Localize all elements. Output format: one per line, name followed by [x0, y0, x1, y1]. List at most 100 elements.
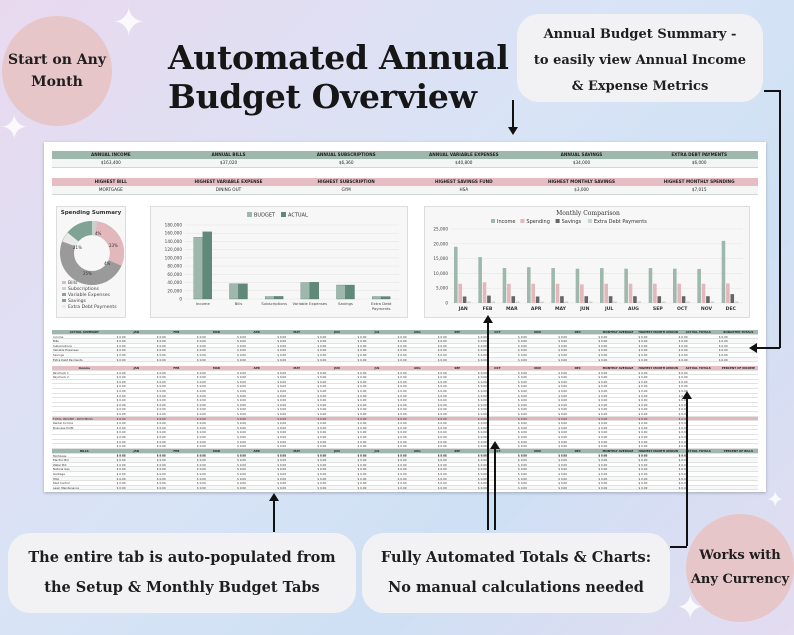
legend-swatch: [555, 219, 560, 223]
bar-savings: [535, 296, 540, 303]
table-cell: $ 0.00: [638, 425, 648, 430]
kpi-header: EXTRA DEBT PAYMENTS: [640, 151, 758, 159]
table-cell: $ 0.00: [558, 467, 568, 471]
arrow-autopop-up: [273, 500, 275, 532]
table-cell: $ 0.00: [357, 398, 367, 402]
table-cell: $ 0.00: [397, 339, 407, 343]
table-cell: [52, 412, 116, 416]
badge-line: Month: [31, 74, 83, 90]
table-row: $ 0.00 $ 0.00 $ 0.00 $ 0.00 $ 0.00 $ 0.00 $ 0.…: [52, 435, 758, 440]
kpi-value: $37,020: [169, 159, 288, 168]
budget-sheet: ANNUAL INCOME ANNUAL BILLS ANNUAL SUBSCRIP…: [44, 142, 766, 492]
table-cell: $ 0.00: [437, 384, 447, 388]
table-cell: ACTUAL TOTALS: [685, 366, 711, 370]
bar-spending: [458, 283, 462, 303]
table-cell: $ 0.00: [357, 407, 367, 411]
table-cell: $ 0.00: [156, 425, 166, 430]
table-cell: $ 0.00: [638, 462, 648, 467]
table-cell: $ 0.00: [277, 421, 287, 425]
legend-swatch: [62, 281, 66, 284]
table-cell: $ 0.00: [718, 339, 728, 343]
table-cell: $ 0.00: [638, 467, 648, 471]
table-cell: $ 0.00: [678, 339, 688, 343]
table-cell: $ 0.00: [237, 462, 246, 467]
kpi-value: $6,360: [287, 159, 405, 168]
table-cell: $ 0.00: [277, 458, 287, 462]
table-cell: Mortgage: [53, 453, 67, 458]
table-cell: $ 0.00: [558, 430, 568, 434]
table-cell: $ 0.00: [638, 388, 648, 393]
table-cell: $ 0.00: [317, 476, 327, 481]
table-cell: $ 0.00: [156, 370, 166, 375]
table-cell: $ 0.00: [196, 471, 206, 476]
table-cell: $ 0.00: [598, 439, 608, 444]
legend-item: Extra Debt Payments: [62, 305, 117, 311]
table-cell: BILLS: [79, 449, 89, 453]
table-cell: [52, 403, 116, 407]
table-cell: $ 0.00: [317, 421, 327, 425]
y-tick-label: 180,000: [165, 223, 183, 228]
table-cell: $ 0.00: [317, 402, 327, 407]
table-cell: $ 0.00: [558, 471, 568, 476]
table-cell: $ 0.00: [598, 453, 608, 457]
table-cell: $ 0.00: [237, 471, 246, 476]
y-tick-label: 0: [179, 297, 182, 302]
x-tick-label: OCT: [677, 306, 688, 312]
table-cell: $ 0.00: [196, 379, 206, 384]
table-cell: $ 0.00: [558, 334, 568, 339]
bar-savings: [706, 296, 710, 303]
table-cell: [52, 389, 116, 393]
bar-actual: [381, 296, 391, 300]
bar-actual: [202, 231, 212, 300]
table-cell: Rental Income: [53, 421, 74, 425]
legend-item: Subscriptions: [62, 287, 117, 293]
table-cell: $ 0.00: [678, 471, 688, 476]
table-cell: $ 0.00: [558, 453, 568, 457]
table-cell: $ 0.00: [357, 411, 367, 416]
table-cell: $ 0.00: [196, 434, 206, 439]
table-cell: $ 0.00: [437, 439, 447, 444]
table-cell: $ 0.00: [598, 357, 608, 362]
table-cell: TOTAL INCOME - PAYCHECKS: [53, 416, 93, 421]
bar-income: [502, 268, 507, 303]
table-cell: $ 0.00: [196, 453, 206, 458]
table-cell: $ 0.00: [598, 453, 608, 458]
bar-budget: [336, 284, 346, 300]
table-cell: [52, 394, 116, 398]
table-cell: $ 0.00: [196, 334, 206, 339]
table-cell: $ 0.00: [116, 348, 126, 352]
table-cell: $ 0.00: [357, 430, 367, 434]
table-cell: [718, 472, 758, 476]
table-cell: [52, 380, 116, 384]
table-cell: $ 0.00: [598, 430, 608, 434]
table-cell: $ 0.00: [477, 467, 487, 471]
table-cell: $ 0.00: [116, 444, 126, 448]
table-cell: $ 0.00: [598, 402, 608, 407]
legend-label: ACTUAL: [288, 213, 308, 219]
table-cell: $ 0.00: [277, 339, 287, 343]
table-cell: $ 0.00: [237, 485, 246, 490]
table-cell: $ 0.00: [156, 458, 166, 462]
spending-donut-chart: 23% 25% 21% 4% 4%: [60, 220, 125, 285]
x-tick-label: Subscriptions: [261, 301, 287, 306]
table-cell: $ 0.00: [598, 458, 608, 462]
table-cell: $ 0.00: [477, 481, 487, 485]
table-cell: $ 0.00: [558, 388, 568, 393]
x-tick-label: JUN: [579, 306, 589, 312]
bar-income: [673, 268, 677, 303]
table-cell: $ 0.00: [196, 467, 206, 471]
callout-line: the Setup & Monthly Budget Tabs: [44, 579, 320, 596]
table-cell: $ 0.00: [678, 476, 688, 481]
x-tick-label: AUG: [628, 306, 639, 312]
table-cell: $ 0.00: [678, 462, 688, 467]
table-cell: $ 0.00: [196, 407, 206, 411]
table-row: Rental Income $ 0.00 $ 0.00 $ 0.00 $ 0.00 $ 0…: [52, 421, 758, 426]
table-cell: $ 0.00: [678, 411, 688, 416]
table-cell: $ 0.00: [397, 384, 407, 388]
bills-table: BILLS JAN FEB MAR APR MAY JUN JUL AUG SEP OCT NOV DE…: [52, 449, 758, 491]
table-cell: OCT: [494, 449, 501, 453]
table-cell: $ 0.00: [558, 453, 568, 458]
spending-legend: Bills Subscriptions Variable Expenses Savin…: [62, 281, 117, 311]
legend-swatch: [62, 305, 66, 308]
table-cell: $ 0.00: [116, 425, 126, 430]
